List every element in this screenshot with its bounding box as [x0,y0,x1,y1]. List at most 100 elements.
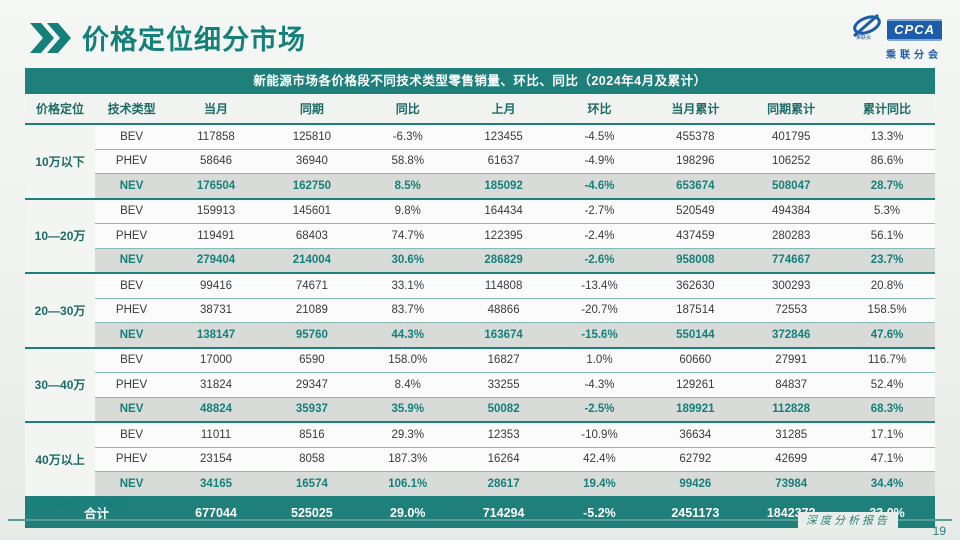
value-cell: 42699 [743,447,840,472]
value-cell: 437459 [647,223,744,249]
value-cell: 84837 [743,372,840,398]
value-cell: 158.5% [839,298,935,323]
value-cell: 35.9% [359,397,456,423]
cpca-name: 乘联分会 [886,50,942,61]
value-cell: 58646 [168,149,264,174]
price-group-cell: 10万以下 [25,124,96,200]
column-header: 同期 [263,94,360,125]
value-cell: -2.5% [551,397,648,423]
value-cell: 62792 [647,447,744,472]
price-group-cell: 30—40万 [25,347,96,423]
value-cell: 28617 [455,471,552,498]
value-cell: 125810 [263,124,360,150]
table-row: 10万以下 BEV 117858 125810 -6.3% 123455 -4.5% 4553… [25,124,935,200]
value-cell: 61637 [455,149,552,174]
value-cell: 187.3% [359,447,456,472]
value-cell: 52.4% [839,372,935,398]
cpca-logo: 乘联会 CPCA 乘联分会 [850,13,942,61]
value-cell: 23.7% [839,248,935,274]
value-cell: 112828 [743,397,840,423]
value-cell: 19.4% [551,471,648,498]
value-cell: 68403 [263,223,360,249]
value-cell: 34165 [168,471,264,498]
value-cell: 401795 [743,124,840,150]
value-cell: 44.3% [359,322,456,349]
value-cell: 187514 [647,298,744,323]
value-cell: 73984 [743,471,840,498]
total-value-cell: -5.2% [551,496,648,528]
value-cell: 20.8% [839,273,935,299]
value-cell: 16264 [455,447,552,472]
svg-text:乘联会: 乘联会 [856,34,871,40]
value-cell: 42.4% [551,447,648,472]
table-row: 30—40万 BEV 17000 6590 158.0% 16827 1.0% 60660 27… [25,347,935,423]
value-cell: 17000 [168,347,264,373]
table-row: PHEV 23154 8058 187.3% 16264 42.4% 62792 42699 4… [25,447,935,472]
value-cell: 106252 [743,149,840,174]
footnote: *NEV=BEV+PHEV [30,498,129,510]
value-cell: 455378 [647,124,744,150]
value-cell: 123455 [455,124,552,150]
value-cell: 83.7% [359,298,456,323]
column-header: 上月 [455,94,552,125]
value-cell: 28.7% [839,173,935,200]
value-cell: 31824 [168,372,264,398]
value-cell: 300293 [743,273,840,299]
value-cell: 36634 [647,422,744,448]
table-row: NEV 176504 162750 8.5% 185092 -4.6% 653674 5080… [25,173,935,200]
column-header: 价格定位 [25,94,96,125]
value-cell: 47.6% [839,322,935,349]
column-header: 累计同比 [839,94,935,125]
table-row: 40万以上 BEV 11011 8516 29.3% 12353 -10.9% 36634 31… [25,422,935,498]
price-group-cell: 20—30万 [25,273,96,349]
value-cell: 508047 [743,173,840,200]
value-cell: 36940 [263,149,360,174]
total-value-cell: 525025 [263,496,360,528]
page-number: 19 [932,524,946,538]
value-cell: 185092 [455,173,552,200]
value-cell: 280283 [743,223,840,249]
tech-type-cell: PHEV [95,223,169,249]
value-cell: 48824 [168,397,264,423]
value-cell: 86.6% [839,149,935,174]
column-header: 同比 [359,94,456,125]
table-row: 10—20万 BEV 159913 145601 9.8% 164434 -2.7% 5205… [25,198,935,274]
tech-type-cell: NEV [95,173,169,200]
value-cell: 520549 [647,198,744,224]
value-cell: 48866 [455,298,552,323]
value-cell: -13.4% [551,273,648,299]
value-cell: 198296 [647,149,744,174]
value-cell: 95760 [263,322,360,349]
value-cell: 158.0% [359,347,456,373]
value-cell: 27991 [743,347,840,373]
table-row: PHEV 58646 36940 58.8% 61637 -4.9% 198296 10625… [25,149,935,174]
total-value-cell: 714294 [455,496,552,528]
value-cell: 33.1% [359,273,456,299]
value-cell: -4.5% [551,124,648,150]
value-cell: 163674 [455,322,552,349]
value-cell: 60660 [647,347,744,373]
value-cell: 8058 [263,447,360,472]
value-cell: 31285 [743,422,840,448]
table-row: NEV 48824 35937 35.9% 50082 -2.5% 189921 112828… [25,397,935,423]
value-cell: 8.5% [359,173,456,200]
double-chevron-icon [30,22,72,53]
value-cell: 129261 [647,372,744,398]
value-cell: 74.7% [359,223,456,249]
tech-type-cell: NEV [95,471,169,498]
value-cell: 21089 [263,298,360,323]
value-cell: 5.3% [839,198,935,224]
table-row: PHEV 119491 68403 74.7% 122395 -2.4% 437459 280… [25,223,935,249]
table-title-bar: 新能源市场各价格段不同技术类型零售销量、环比、同比（2024年4月及累计） [25,68,935,94]
tech-type-cell: NEV [95,322,169,349]
tech-type-cell: BEV [95,273,169,299]
value-cell: 12353 [455,422,552,448]
value-cell: 119491 [168,223,264,249]
tech-type-cell: BEV [95,422,169,448]
value-cell: 68.3% [839,397,935,423]
value-cell: 33255 [455,372,552,398]
table-row: NEV 138147 95760 44.3% 163674 -15.6% 550144 372… [25,322,935,349]
tech-type-cell: BEV [95,124,169,150]
value-cell: -4.3% [551,372,648,398]
column-header: 环比 [551,94,648,125]
